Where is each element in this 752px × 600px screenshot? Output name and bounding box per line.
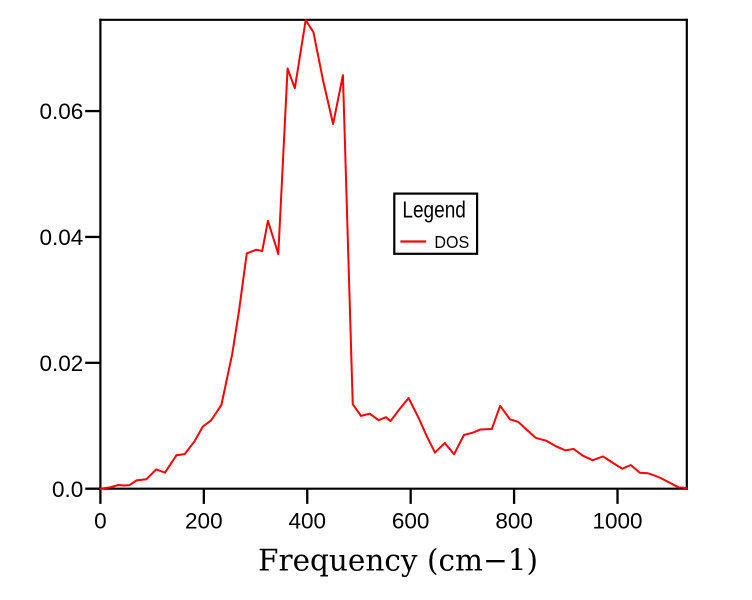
x-tick-label: 0 [94,508,107,533]
x-tick-label: 600 [392,508,430,533]
x-tick-label: 1000 [592,508,642,533]
x-tick-label: 800 [495,508,533,533]
y-tick-label: 0.02 [40,351,84,376]
legend: Legend DOS [393,192,479,255]
x-tick-label: 200 [185,508,223,533]
plot-border [99,18,688,490]
legend-entry-label-dos: DOS [434,232,469,252]
dos-curve [99,19,688,490]
x-tick-label: 400 [288,508,326,533]
x-axis-ticks: 0 200 400 600 800 1000 [94,488,643,533]
y-tick-label: 0.0 [52,477,83,502]
y-tick-label: 0.04 [40,225,84,250]
legend-box [393,192,479,255]
x-axis-title: Frequency (cm−1) [258,543,538,578]
y-axis-ticks: 0.0 0.02 0.04 0.06 [40,99,101,502]
y-tick-label: 0.06 [40,99,84,124]
legend-title: Legend [402,197,466,223]
